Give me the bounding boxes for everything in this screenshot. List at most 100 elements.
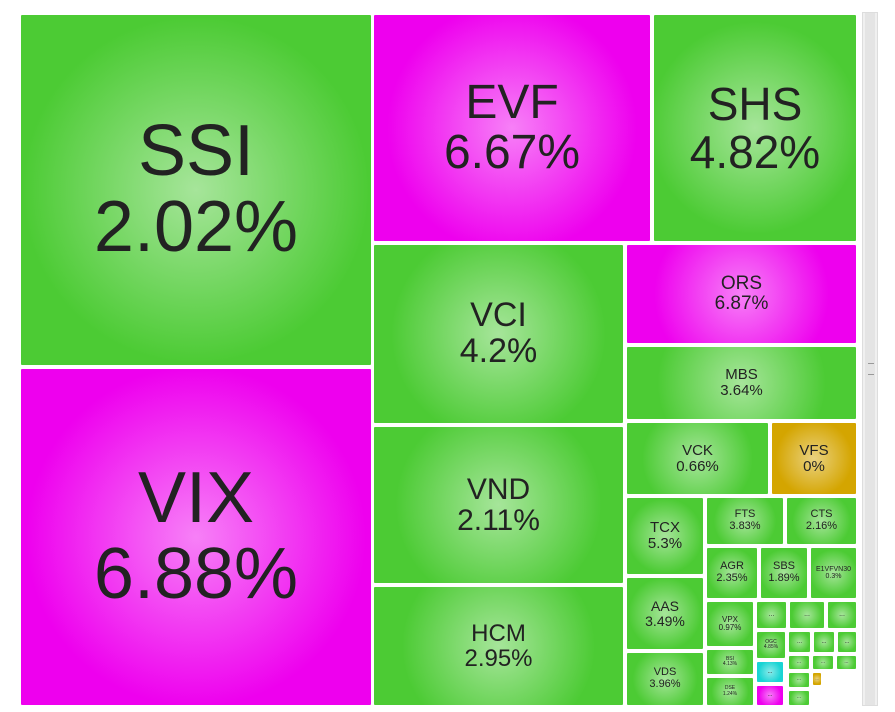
tile-symbol: VCK — [682, 441, 713, 459]
tile-symbol: MBS — [725, 366, 758, 384]
tile-symbol: SSI — [137, 111, 255, 192]
tile-symbol: ... — [815, 675, 819, 681]
tile[interactable]: DSE 1.24% — [706, 677, 754, 706]
tile[interactable]: ... — [788, 690, 810, 706]
tile[interactable]: AGR 2.35% — [706, 547, 758, 599]
tile[interactable]: HCM 2.95% — [373, 586, 624, 706]
tile-change: 2.11% — [457, 504, 540, 537]
tile[interactable]: BSI 4.13% — [706, 649, 754, 675]
scroll-thumb[interactable] — [865, 13, 875, 705]
tile-symbol: DSE — [724, 685, 736, 692]
tile-symbol: SHS — [707, 77, 803, 130]
tile-symbol: ... — [768, 611, 775, 619]
tile-symbol: ... — [844, 658, 849, 665]
tile-symbol: AAS — [650, 597, 679, 614]
tile[interactable]: ... — [788, 655, 810, 670]
tile-symbol: ... — [821, 638, 827, 645]
tile-symbol: ... — [839, 611, 845, 619]
scroll-grip — [868, 363, 874, 375]
tile-symbol: VIX — [137, 458, 255, 539]
tile[interactable]: VIX 6.88% — [20, 368, 372, 706]
tile-change: 3.83% — [729, 520, 761, 532]
tile-change: 5.3% — [647, 535, 683, 552]
tile[interactable]: EVF 6.67% — [373, 14, 651, 242]
tile-symbol: ... — [767, 692, 773, 699]
tile[interactable]: ... — [812, 672, 822, 686]
tile-change: 2.02% — [93, 187, 299, 267]
tile[interactable]: ... — [812, 655, 834, 670]
tile-change: 2.95% — [464, 645, 533, 672]
tile[interactable]: TCX 5.3% — [626, 497, 704, 575]
scrollbar[interactable] — [862, 12, 878, 706]
tile-symbol: CTS — [810, 508, 833, 521]
tile[interactable]: VPX 0.97% — [706, 601, 754, 647]
tile-symbol: ... — [820, 658, 826, 665]
tile[interactable]: E1VFVN30 0.3% — [810, 547, 857, 599]
tile[interactable]: VCI 4.2% — [373, 244, 624, 424]
tile-change: 3.64% — [720, 382, 763, 399]
tile-symbol: VPX — [721, 614, 738, 624]
tile-change: 4.82% — [689, 126, 821, 178]
tile-symbol: OGC — [765, 638, 777, 645]
tile-symbol: VCI — [470, 296, 527, 335]
tile-symbol: TCX — [650, 519, 680, 537]
tile-symbol: VFS — [799, 441, 829, 459]
tile-symbol: BSI — [725, 655, 735, 662]
tile-change: 4.13% — [722, 661, 738, 667]
tile-change: 6.88% — [93, 534, 299, 614]
tile-change: 0.66% — [676, 457, 719, 475]
tile-symbol: ... — [796, 638, 802, 645]
tile-change: 6.87% — [714, 293, 769, 314]
tile-change: 3.96% — [649, 678, 681, 690]
tile-change: 4.85% — [763, 644, 779, 650]
tile-symbol: FTS — [734, 508, 756, 521]
tile-symbol: ... — [796, 658, 802, 665]
tile-change: 3.49% — [645, 612, 685, 629]
tile-symbol: E1VFVN30 — [815, 565, 852, 573]
tile-change: 0.3% — [825, 573, 842, 580]
tile[interactable]: VCK 0.66% — [626, 422, 769, 495]
tile[interactable]: SHS 4.82% — [653, 14, 857, 242]
tile[interactable]: ... — [788, 672, 810, 688]
tile-symbol: ... — [767, 668, 773, 675]
tile[interactable]: ... — [836, 655, 857, 670]
tile[interactable]: ... — [756, 601, 787, 629]
tile[interactable]: FTS 3.83% — [706, 497, 784, 545]
tile[interactable]: ... — [788, 631, 811, 653]
tile[interactable]: AAS 3.49% — [626, 577, 704, 650]
tile[interactable]: VDS 3.96% — [626, 652, 704, 706]
tile-symbol: EVF — [465, 75, 559, 129]
tile[interactable]: CTS 2.16% — [786, 497, 857, 545]
tile-change: 1.89% — [768, 572, 800, 584]
tile[interactable]: SSI 2.02% — [20, 14, 372, 366]
tile[interactable]: OGC 4.85% — [756, 631, 786, 659]
tile-symbol: HCM — [471, 619, 526, 647]
tile-change: 1.24% — [722, 690, 738, 697]
tile-symbol: VDS — [653, 666, 677, 679]
tile-symbol: ORS — [720, 273, 763, 295]
tile-change: 4.2% — [459, 332, 538, 370]
tile-symbol: ... — [796, 694, 802, 701]
tile[interactable]: VND 2.11% — [373, 426, 624, 584]
tile-symbol: ... — [796, 676, 802, 683]
tile[interactable]: VFS 0% — [771, 422, 857, 495]
tile[interactable]: ... — [813, 631, 835, 653]
tile-symbol: AGR — [720, 560, 744, 573]
tile-symbol: SBS — [772, 560, 795, 573]
tile[interactable]: ... — [837, 631, 857, 653]
tile-symbol: ... — [804, 611, 810, 619]
tile-change: 0.97% — [718, 623, 742, 632]
tile[interactable]: SBS 1.89% — [760, 547, 808, 599]
tile-change: 6.67% — [443, 126, 581, 179]
tile[interactable]: ... — [756, 661, 784, 683]
tile[interactable]: ... — [756, 685, 784, 706]
tile-symbol: ... — [844, 638, 850, 645]
tile[interactable]: ... — [789, 601, 825, 629]
tile[interactable]: ... — [827, 601, 857, 629]
tile[interactable]: ORS 6.87% — [626, 244, 857, 344]
tile-symbol: VND — [466, 472, 531, 506]
tile[interactable]: MBS 3.64% — [626, 346, 857, 420]
tile-change: 2.35% — [716, 572, 748, 584]
